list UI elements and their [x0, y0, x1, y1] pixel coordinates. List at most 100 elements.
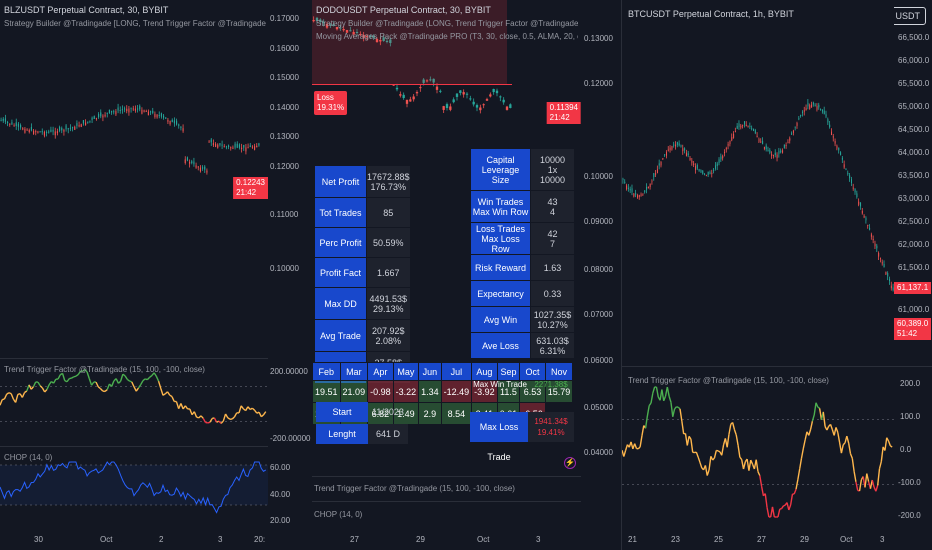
middle-ttf-pane[interactable]: Trend Trigger Factor @Tradingade (15, 10… [312, 477, 581, 501]
stats-key: Tot Trades [314, 197, 367, 228]
candle [753, 128, 755, 131]
stats-table-left: Net Profit 17672.88$ 176.73% Tot Trades 85 Pe… [314, 165, 411, 384]
price-label: 63,000.0 [898, 194, 930, 203]
right-price-axis[interactable]: USDT 66,500.0 66,000.0 65,500.0 65,000.0… [894, 0, 932, 366]
osc-segment [180, 403, 184, 410]
middle-chop-pane[interactable]: CHOP (14, 0) [312, 502, 581, 530]
candle [126, 108, 128, 112]
stats-key: Ave Loss [470, 332, 531, 359]
candle [372, 35, 375, 38]
osc-segment [757, 471, 761, 476]
left-ttf-legend[interactable]: Trend Trigger Factor @Tradingade (15, 10… [4, 365, 205, 374]
max-loss-value: 1941.34$ 19.41% [528, 412, 574, 442]
candle [154, 113, 156, 118]
osc-segment [759, 475, 763, 487]
left-ttf-pane[interactable]: Trend Trigger Factor @Tradingade (15, 10… [0, 359, 268, 445]
left-chop-legend[interactable]: CHOP (14, 0) [4, 453, 53, 462]
candle [322, 21, 325, 23]
currency-button[interactable]: USDT [894, 7, 926, 25]
osc-segment [797, 468, 801, 480]
osc-segment [99, 388, 104, 392]
left-time-axis[interactable]: 30 Oct 2 3 20: [0, 530, 268, 550]
monthly-cell: 15.79 [544, 380, 574, 403]
stats-value: 50.59% [366, 227, 411, 258]
middle-ma-legend[interactable]: Moving Averages Pack @Tradingade PRO (T3… [316, 32, 578, 41]
osc-segment [2, 398, 5, 401]
middle-chop-legend[interactable]: CHOP (14, 0) [314, 510, 363, 519]
middle-chart-pane[interactable]: Loss 19.31% DODOUSDT Perpetual Contract, … [312, 0, 581, 476]
middle-ttf-legend[interactable]: Trend Trigger Factor @Tradingade (15, 10… [314, 484, 515, 493]
right-osc-axis[interactable]: 200.0 100.0 0.0 -100.0 -200.0 [894, 367, 932, 527]
candle [432, 78, 435, 83]
right-time-axis[interactable]: 21 23 25 27 29 Oct 3 [622, 530, 894, 550]
candle [469, 98, 472, 100]
right-ttf-legend[interactable]: Trend Trigger Factor @Tradingade (15, 10… [628, 376, 829, 385]
right-chart-pane[interactable]: BTCUSDT Perpetual Contract, 1h, BYBIT [622, 0, 894, 366]
middle-time-axis[interactable]: 27 29 Oct 3 [312, 530, 581, 550]
candle [35, 131, 37, 133]
candle [664, 154, 666, 156]
osc-segment [697, 456, 701, 463]
osc-segment [119, 373, 124, 382]
month-header: Sep [496, 362, 521, 381]
candle [682, 148, 684, 152]
time-label: 23 [671, 535, 680, 544]
osc-segment [681, 420, 685, 434]
osc-segment [21, 392, 26, 398]
middle-strategy-legend[interactable]: Strategy Builder @Tradingade (LONG, Tren… [316, 19, 578, 28]
osc-segment [750, 459, 754, 465]
candle [17, 123, 19, 127]
middle-price-axis[interactable]: 0.17000 0.16000 0.15000 0.14000 0.13000 … [268, 0, 312, 530]
osc-segment [733, 429, 737, 436]
candle [141, 109, 143, 114]
osc-segment [88, 378, 93, 386]
left-chart-pane[interactable]: BLZUSDT Perpetual Contract, 30, BYBIT St… [0, 0, 268, 358]
right-price-tag-2: 60,389.0 51:42 [894, 318, 932, 340]
osc-label: -200.0 [898, 511, 921, 520]
osc-segment [169, 394, 173, 398]
candle [700, 169, 702, 173]
candle [787, 141, 789, 144]
chop-label: 40.00 [270, 490, 291, 499]
candle [631, 188, 633, 193]
candle [98, 114, 100, 118]
candle [204, 166, 206, 170]
osc-segment [853, 471, 857, 483]
candle [495, 90, 499, 94]
osc-segment [69, 377, 72, 380]
stats-row: Avg Win 1027.35$ 10.27% [470, 306, 575, 333]
left-strategy-legend[interactable]: Strategy Builder @Tradingade [LONG, Tren… [4, 19, 266, 28]
middle-right-axis[interactable]: 0.13000 0.12000 0.10000 0.09000 0.08000 … [581, 0, 621, 550]
osc-segment [788, 504, 792, 511]
left-chop-pane[interactable]: CHOP (14, 0) [0, 447, 268, 528]
candle [727, 144, 729, 146]
osc-segment [61, 373, 66, 381]
right-ttf-pane[interactable]: Trend Trigger Factor @Tradingade (15, 10… [622, 367, 894, 527]
candle [419, 87, 422, 89]
candle [640, 194, 642, 196]
osc-segment [809, 421, 814, 430]
osc-segment [238, 405, 242, 414]
candle [796, 123, 798, 126]
stats-row: Net Profit 17672.88$ 176.73% [314, 165, 411, 198]
price-label: 0.08000 [584, 265, 613, 274]
candle [773, 154, 775, 156]
candle [365, 36, 369, 38]
candle [232, 147, 234, 149]
candle [745, 124, 747, 126]
candle [713, 169, 715, 172]
lightning-icon[interactable]: ⚡ [564, 457, 576, 469]
candle [763, 146, 765, 149]
candle [696, 164, 698, 169]
candle [256, 145, 258, 148]
osc-segment [815, 402, 819, 408]
monthly-row: 019.5121.09-0.98-3.221.34-12.49-3.9211.5… [312, 380, 574, 403]
candle [662, 158, 664, 160]
stats-key: Avg Trade [314, 319, 367, 352]
osc-segment [755, 459, 759, 472]
candle [156, 114, 158, 118]
candle [791, 133, 793, 135]
candle [785, 145, 787, 147]
time-label: Oct [477, 535, 490, 544]
time-label: 27 [757, 535, 766, 544]
